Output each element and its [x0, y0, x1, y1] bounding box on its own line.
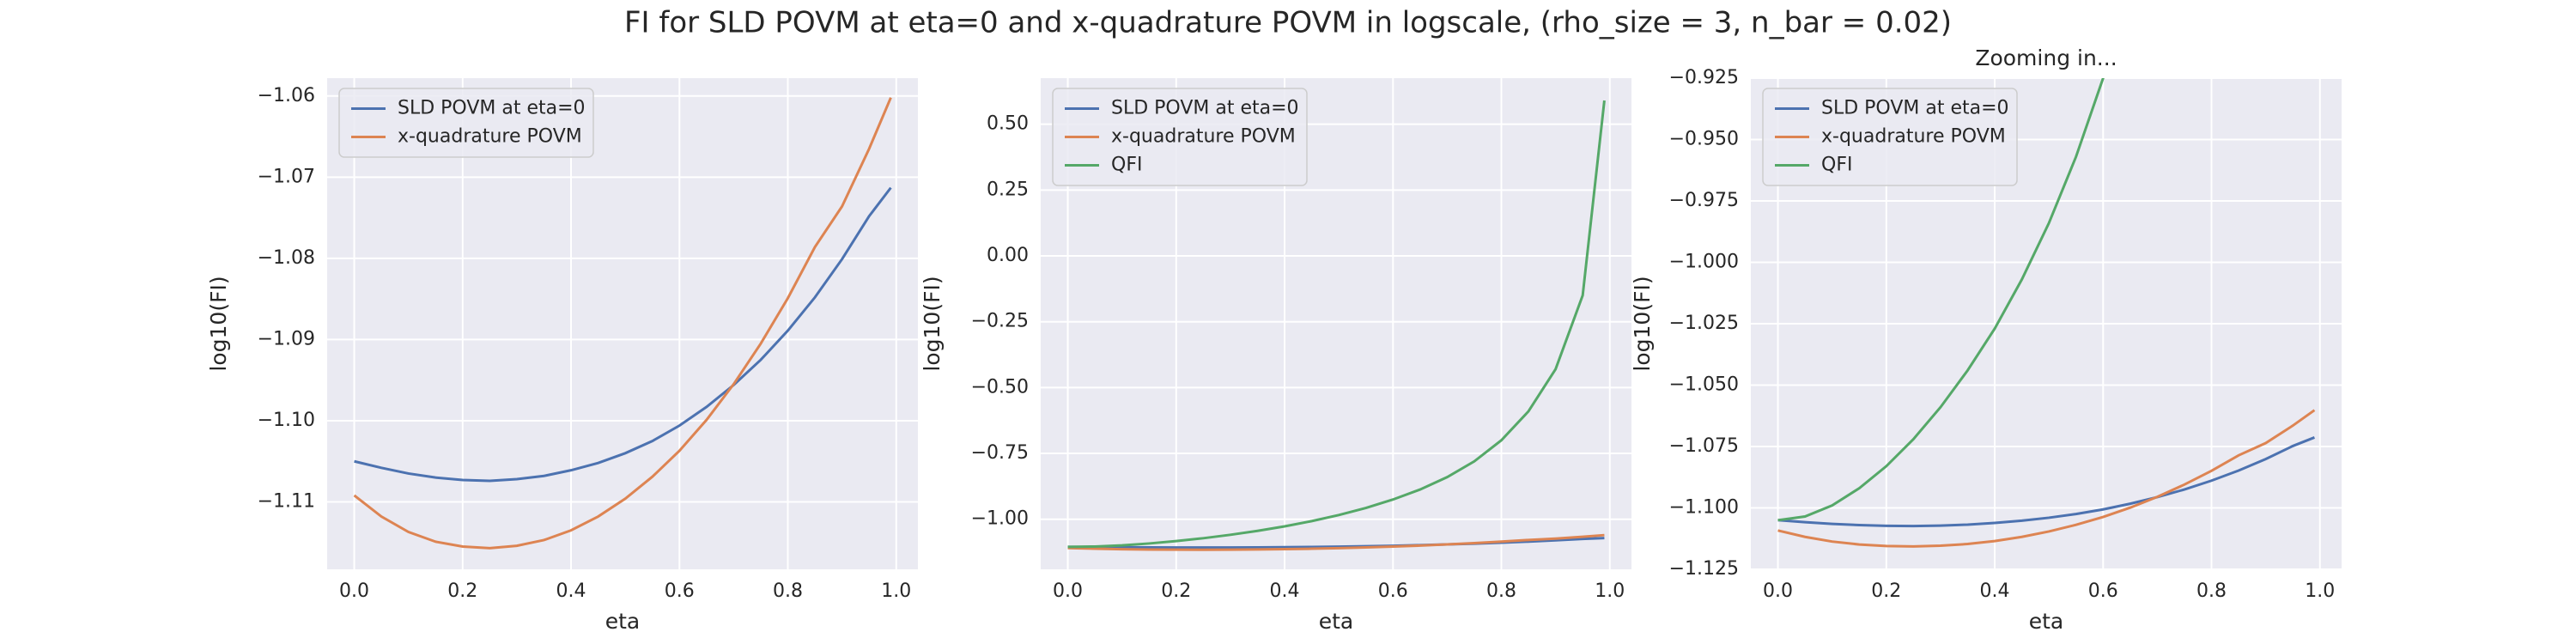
x-tick-label: 0.0: [339, 580, 369, 602]
legend-box: [1762, 88, 2018, 186]
legend-box: [338, 88, 594, 158]
legend-label: SLD POVM at eta=0: [1111, 98, 1299, 119]
line-series: [1777, 436, 2315, 528]
line-series: [353, 97, 892, 550]
x-axis-label: eta: [605, 609, 641, 634]
x-axis-label: eta: [2029, 609, 2064, 634]
y-tick-label: −0.25: [971, 311, 1029, 332]
y-tick-label: −0.50: [971, 376, 1029, 398]
y-tick-label: −1.07: [258, 166, 315, 187]
subplot-title: Zooming in...: [1975, 46, 2117, 70]
x-tick-label: 0.2: [447, 580, 477, 602]
legend-label: QFI: [1111, 155, 1142, 176]
x-tick-label: 0.0: [1053, 580, 1083, 602]
legend-box: [1052, 88, 1308, 186]
line-series: [1067, 533, 1605, 551]
y-tick-label: −1.11: [258, 491, 315, 513]
y-tick-label: 0.00: [987, 245, 1029, 266]
legend-label: x-quadrature POVM: [398, 126, 582, 148]
line-series: [1067, 537, 1605, 550]
legend-label: SLD POVM at eta=0: [398, 98, 586, 119]
y-tick-label: −0.925: [1669, 67, 1739, 88]
y-tick-label: −1.09: [258, 328, 315, 349]
legend-label: QFI: [1821, 155, 1852, 176]
y-tick-label: −0.950: [1669, 129, 1739, 150]
y-tick-label: −1.000: [1669, 252, 1739, 273]
y-axis-label: log10(FI): [206, 276, 231, 371]
y-tick-label: 0.25: [987, 179, 1029, 200]
legend-label: x-quadrature POVM: [1821, 126, 2006, 148]
line-series: [354, 186, 892, 483]
plot-area: [327, 78, 918, 569]
x-tick-label: 0.4: [1980, 580, 2010, 602]
line-series: [1777, 78, 2105, 522]
y-tick-label: −1.100: [1669, 497, 1739, 519]
x-axis-label: eta: [1319, 609, 1354, 634]
y-axis-label: log10(FI): [920, 276, 945, 371]
x-tick-label: 0.8: [2196, 580, 2227, 602]
y-tick-label: −1.050: [1669, 374, 1739, 396]
x-tick-label: 0.2: [1871, 580, 1901, 602]
x-tick-label: 0.0: [1763, 580, 1793, 602]
x-tick-label: 0.8: [773, 580, 803, 602]
y-tick-label: −1.10: [258, 410, 315, 431]
y-tick-label: −1.00: [971, 508, 1029, 530]
x-tick-label: 0.8: [1486, 580, 1516, 602]
subplot: 0.0 0.2 0.4 0.6 0.8 1.0 −1.125 −1.100 −1.075 −1.0…: [1630, 46, 2342, 634]
line-series: [1777, 409, 2316, 548]
legend-label: SLD POVM at eta=0: [1821, 98, 2009, 119]
y-tick-label: −0.75: [971, 442, 1029, 464]
x-tick-label: 0.6: [2088, 580, 2118, 602]
y-tick-label: −1.125: [1669, 558, 1739, 580]
figure-title: FI for SLD POVM at eta=0 and x-quadratur…: [624, 6, 1952, 40]
x-tick-label: 0.4: [1270, 580, 1300, 602]
y-tick-label: −0.975: [1669, 190, 1739, 211]
y-axis-label: log10(FI): [1630, 276, 1655, 371]
x-tick-label: 1.0: [1595, 580, 1625, 602]
x-tick-label: 1.0: [2305, 580, 2335, 602]
y-tick-label: −1.075: [1669, 435, 1739, 457]
y-tick-label: −1.08: [258, 247, 315, 269]
line-series: [1067, 100, 1606, 549]
x-tick-label: 0.6: [1378, 580, 1408, 602]
x-tick-label: 0.4: [556, 580, 586, 602]
subplot: 0.0 0.2 0.4 0.6 0.8 1.0 −1.11 −1.10 −1.09 −1.08 −1…: [206, 78, 918, 634]
subplot: 0.0 0.2 0.4 0.6 0.8 1.0 −1.00 −0.75 −0.50 −0.25 0.…: [920, 78, 1631, 634]
y-tick-label: −1.025: [1669, 313, 1739, 334]
y-tick-label: 0.50: [987, 113, 1029, 135]
x-tick-label: 0.6: [665, 580, 695, 602]
x-tick-label: 0.2: [1161, 580, 1191, 602]
y-tick-label: −1.06: [258, 85, 315, 106]
legend-label: x-quadrature POVM: [1111, 126, 1296, 148]
x-tick-label: 1.0: [881, 580, 911, 602]
